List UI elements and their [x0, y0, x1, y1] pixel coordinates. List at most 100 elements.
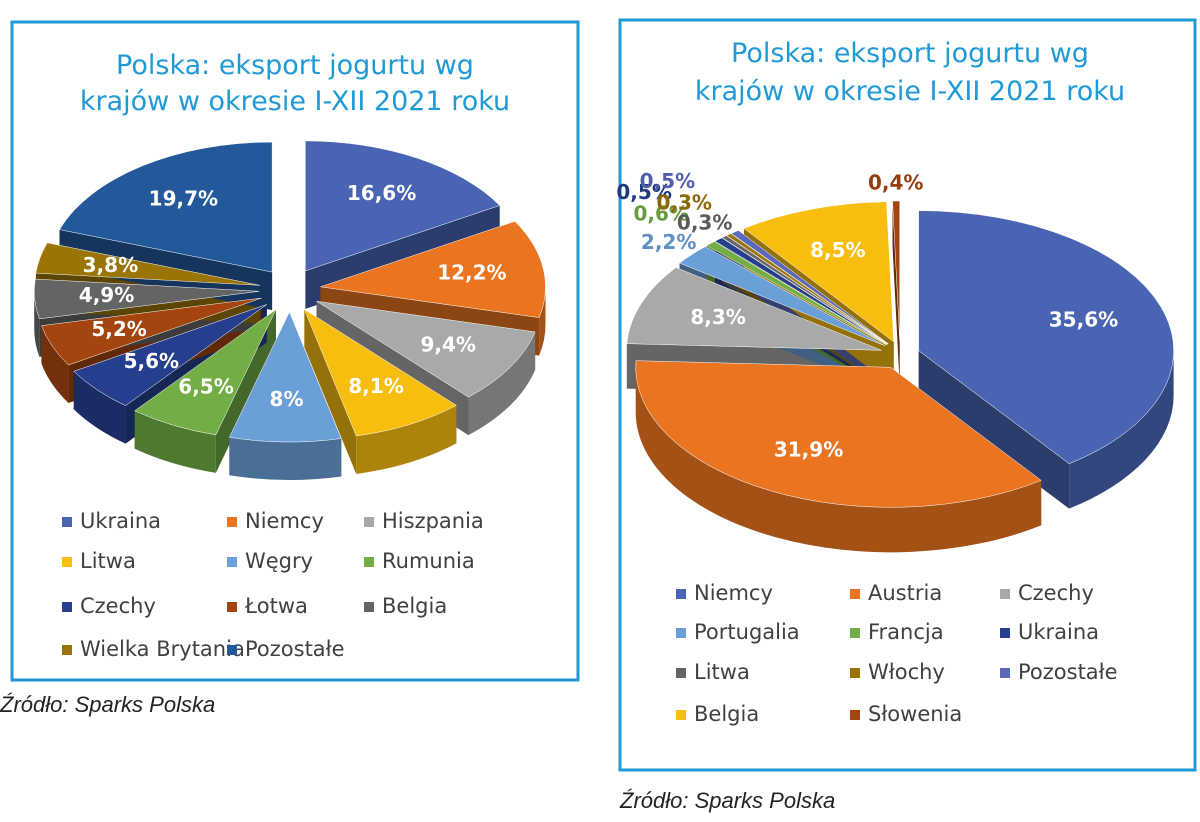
- slice: [305, 140, 501, 272]
- slice-depth: [468, 331, 536, 436]
- legend-marker: [850, 628, 860, 638]
- slice-depth: [73, 371, 126, 444]
- legend-label: Litwa: [694, 660, 750, 684]
- slice: [706, 241, 887, 346]
- legend-marker: [850, 589, 860, 599]
- legend-marker: [227, 645, 237, 655]
- pie: 16,6% 12,2% 9,4% 8,1% 8% 6,5%5,6% 5,2% 4,9% 3,8%…: [34, 140, 546, 480]
- slice: [134, 309, 277, 436]
- data-label: 19,7%: [149, 187, 218, 211]
- data-label: 0,4%: [868, 171, 923, 195]
- legend-label: Pozostałe: [245, 637, 345, 661]
- slice: [626, 267, 882, 351]
- slice-depth: [635, 367, 1042, 553]
- legend-label: Pozostałe: [1018, 660, 1118, 684]
- legend-marker: [676, 628, 686, 638]
- legend-label: Francja: [868, 620, 944, 644]
- slice: [679, 246, 886, 347]
- chart-title: krajów w okresie I-XII 2021 roku: [695, 76, 1125, 107]
- legend-marker: [227, 602, 237, 612]
- chart-frame: [618, 18, 1197, 772]
- legend-marker: [62, 517, 72, 527]
- legend-marker: [676, 589, 686, 599]
- slice: [918, 210, 1174, 464]
- data-label: 2,2%: [641, 230, 696, 254]
- data-label: 0,3%: [656, 190, 711, 214]
- legend-label: Czechy: [80, 594, 156, 618]
- slice: [228, 311, 342, 443]
- slice-depth: [918, 350, 1070, 509]
- source: Źródło: Sparks Polska: [619, 788, 835, 813]
- legend-marker: [62, 645, 72, 655]
- data-label: 31,9%: [774, 438, 843, 462]
- slice: [316, 300, 536, 398]
- slice: [34, 278, 260, 320]
- slice: [730, 230, 889, 345]
- data-label: 0,6%: [633, 202, 688, 226]
- data-label: 5,6%: [124, 349, 179, 373]
- slice: [714, 237, 888, 345]
- legend-label: Niemcy: [694, 581, 773, 605]
- legend-marker: [62, 602, 72, 612]
- slice: [726, 233, 888, 345]
- legend-label: Litwa: [80, 549, 136, 573]
- legend-marker: [364, 557, 374, 567]
- legend-marker: [676, 710, 686, 720]
- legend-label: Belgia: [382, 594, 447, 618]
- legend-marker: [62, 557, 72, 567]
- chart-title: krajów w okresie I-XII 2021 roku: [80, 86, 510, 117]
- data-label: 8,5%: [810, 238, 865, 262]
- slice: [892, 200, 900, 342]
- legend-label: Niemcy: [245, 509, 324, 533]
- legend-marker: [676, 668, 686, 678]
- chart-frame: [10, 20, 580, 682]
- legend-label: Belgia: [694, 702, 759, 726]
- slice-depth: [34, 291, 40, 357]
- data-label: 0,5%: [640, 169, 695, 193]
- legend-label: Portugalia: [694, 620, 800, 644]
- data-label: 12,2%: [437, 261, 506, 285]
- slice-depth: [892, 201, 900, 387]
- legend-label: Słowenia: [868, 702, 962, 726]
- data-label: 5,2%: [91, 317, 146, 341]
- chart-title: Polska: eksport jogurtu wg: [116, 50, 474, 81]
- legend-label: Austria: [868, 581, 942, 605]
- legend-label: Łotwa: [244, 594, 308, 618]
- slice: [743, 201, 894, 343]
- data-label: 3,8%: [83, 253, 138, 277]
- legend-label: Ukraina: [1018, 620, 1099, 644]
- data-label: 9,4%: [420, 333, 475, 357]
- legend-marker: [364, 602, 374, 612]
- legend-marker: [1000, 668, 1010, 678]
- chart-title: Polska: eksport jogurtu wg: [731, 38, 1089, 69]
- slice-depth: [539, 286, 546, 356]
- legend-label: Włochy: [868, 660, 945, 684]
- legend-marker: [850, 710, 860, 720]
- slice-depth: [356, 405, 457, 474]
- data-label: 4,9%: [79, 283, 134, 307]
- legend-label: Rumunia: [382, 549, 475, 573]
- slice: [320, 221, 546, 318]
- slice: [35, 242, 260, 286]
- legend-marker: [227, 517, 237, 527]
- legend-marker: [1000, 628, 1010, 638]
- data-label: 8,1%: [348, 374, 403, 398]
- slice: [41, 297, 262, 366]
- data-label: 8%: [270, 387, 304, 411]
- data-label: 0,3%: [677, 210, 732, 234]
- slice: [73, 304, 267, 406]
- data-label: 6,5%: [178, 375, 233, 399]
- pie: 35,6%31,9%8,3%2,2%0,6%0,5%0,3%0,3%0,5%8,…: [616, 169, 1174, 553]
- legend-label: Hiszpania: [382, 509, 484, 533]
- legend-marker: [850, 668, 860, 678]
- slice: [635, 360, 1042, 508]
- slice: [303, 308, 457, 437]
- legend-label: Ukraina: [80, 509, 161, 533]
- slice-depth: [41, 325, 69, 403]
- data-label: 16,6%: [347, 181, 416, 205]
- legend-label: Wielka Brytania: [80, 637, 245, 661]
- data-label: 8,3%: [690, 305, 745, 329]
- slice: [59, 141, 273, 273]
- slice-depth: [304, 309, 357, 474]
